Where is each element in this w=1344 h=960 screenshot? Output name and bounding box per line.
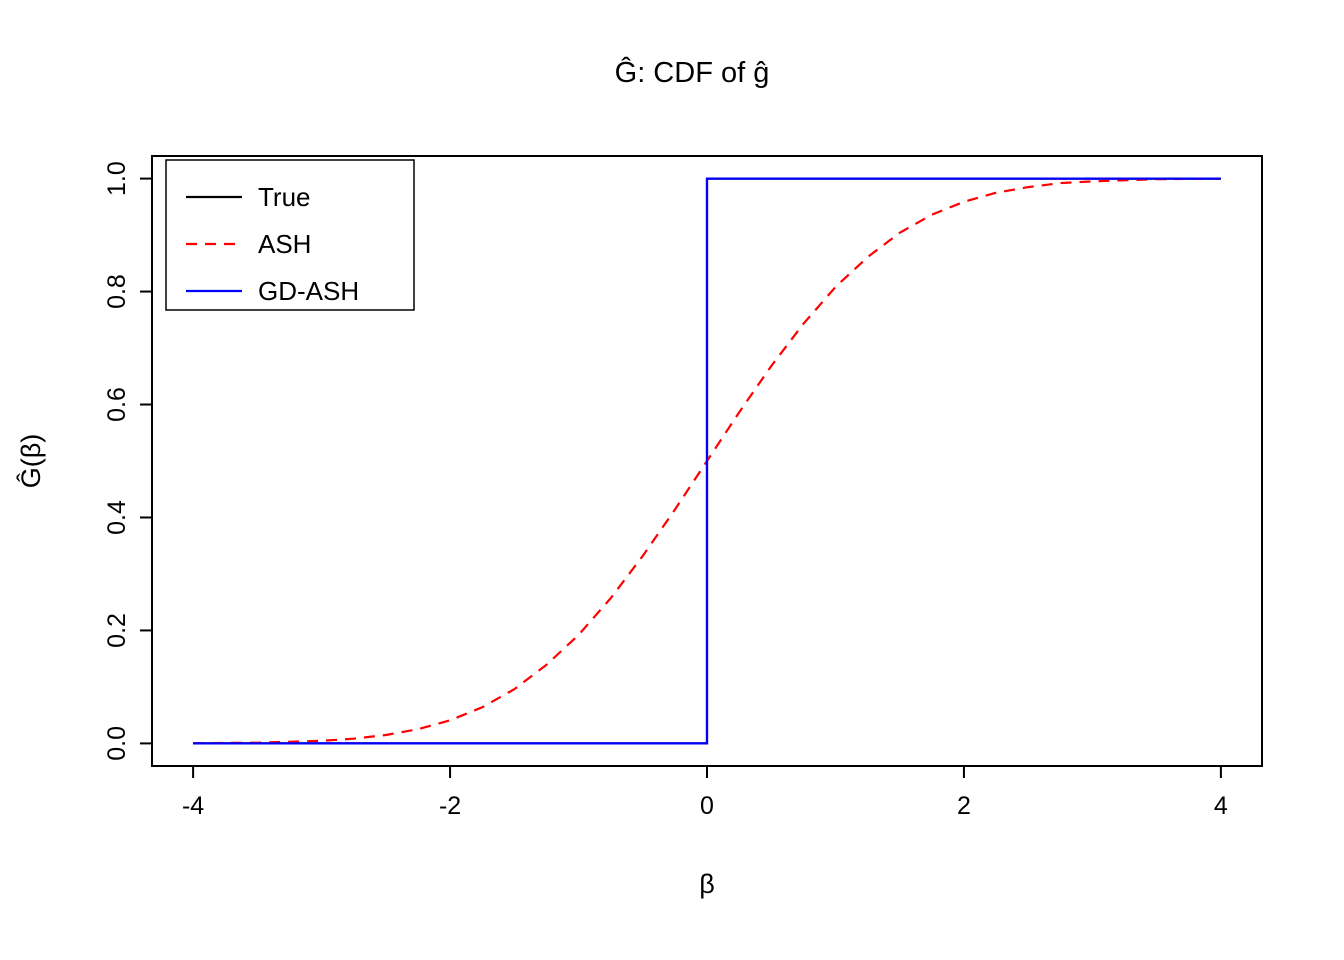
x-tick-label: -4	[182, 792, 204, 820]
legend-label-ash: ASH	[258, 229, 311, 259]
legend-label-gd-ash: GD-ASH	[258, 276, 359, 306]
series-gd-ash-line	[193, 177, 1221, 745]
chart-title: Ĝ: CDF of ĝ	[615, 55, 770, 89]
y-tick-label: 0.2	[103, 613, 131, 648]
legend-box	[165, 159, 415, 311]
x-tick-label: -2	[439, 792, 461, 820]
y-tick-label: 1.0	[103, 161, 131, 196]
y-tick-label: 0.4	[103, 500, 131, 535]
plot-area: -4 -2 0 2 4 0.0 0.2 0.4 0.6 0.8 1.0	[103, 155, 1263, 820]
legend: True ASH GD-ASH	[165, 159, 415, 311]
x-axis-label: β	[699, 869, 715, 899]
y-tick-label: 0.8	[103, 274, 131, 309]
y-tick-label: 0.0	[103, 726, 131, 761]
x-tick-label: 0	[700, 792, 714, 820]
legend-label-true: True	[258, 182, 311, 212]
x-tick-label: 2	[957, 792, 971, 820]
y-axis-label: Ĝ(β)	[15, 434, 46, 489]
x-tick-label: 4	[1214, 792, 1228, 820]
y-tick-label: 0.6	[103, 387, 131, 422]
